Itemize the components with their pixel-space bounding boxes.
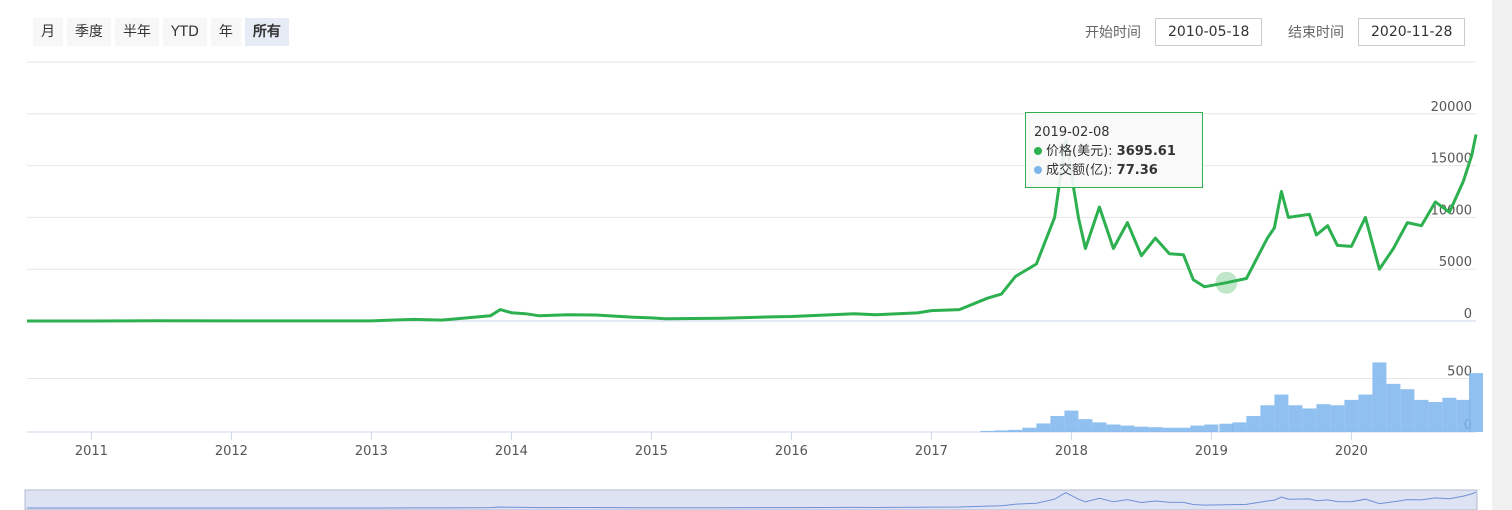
- tooltip-row: 成交额(亿): 77.36: [1034, 161, 1194, 180]
- x-tick-label: 2019: [1195, 444, 1228, 459]
- tooltip-value: 3695.61: [1116, 144, 1176, 159]
- start-date[interactable]: 2010-05-18: [1155, 18, 1263, 46]
- volume-bar: [994, 430, 1009, 432]
- y-tick-label: 0: [1464, 307, 1472, 322]
- volume-bar: [1456, 399, 1471, 432]
- volume-bar: [1162, 427, 1177, 432]
- start-label: 开始时间: [1085, 25, 1141, 41]
- tooltip-name: 价格(美元): [1046, 144, 1109, 159]
- price-line: [27, 134, 1478, 323]
- volume-bar: [1106, 424, 1121, 432]
- volume-bar: [1204, 424, 1219, 432]
- tooltip-row: 价格(美元): 3695.61: [1034, 142, 1194, 161]
- tooltip-date: 2019-02-08: [1034, 125, 1110, 140]
- range-buttons: 月季度 半年 YTD 年所有: [33, 18, 289, 46]
- volume-bar: [1288, 405, 1303, 432]
- volume-bar: [1316, 404, 1331, 432]
- range-button[interactable]: 月: [33, 18, 63, 46]
- y-tick-label: 15000: [1431, 152, 1472, 167]
- x-tick-label: 2015: [635, 444, 668, 459]
- end-date[interactable]: 2020-11-28: [1358, 18, 1466, 46]
- volume-bar: [1344, 399, 1359, 432]
- range-button[interactable]: 所有: [244, 18, 289, 46]
- volume-bar: [1386, 383, 1401, 432]
- volume-bar: [1442, 397, 1457, 432]
- x-tick-label: 2012: [215, 444, 248, 459]
- volume-bar: [1190, 425, 1205, 432]
- volume-bar: [1078, 419, 1093, 432]
- y2-tick-label: 500: [1447, 365, 1472, 380]
- x-tick-label: 2018: [1055, 444, 1088, 459]
- x-tick-label: 2017: [915, 444, 948, 459]
- volume-bar: [1372, 362, 1387, 432]
- x-tick-label: 2014: [495, 444, 528, 459]
- volume-bar: [1148, 427, 1163, 432]
- volume-bar: [1400, 389, 1415, 432]
- volume-bar: [1246, 415, 1261, 432]
- volume-bar: [1274, 394, 1289, 432]
- volume-bar: [1302, 408, 1317, 432]
- x-tick-label: 2013: [355, 444, 388, 459]
- scroll-strip: [1492, 0, 1512, 510]
- x-tick-label: 2020: [1335, 444, 1368, 459]
- y-tick-label: 5000: [1439, 255, 1472, 270]
- volume-bar: [1050, 415, 1065, 432]
- volume-bar: [1414, 399, 1429, 432]
- volume-bar: [1358, 394, 1373, 432]
- volume-bar: [1036, 423, 1051, 432]
- volume-bar: [1219, 423, 1234, 432]
- volume-bar: [1092, 422, 1107, 432]
- y-tick-label: 20000: [1431, 100, 1472, 115]
- volume-bar: [1260, 405, 1275, 432]
- volume-bar: [1064, 410, 1079, 432]
- volume-bar: [1232, 422, 1247, 432]
- volume-bar: [1176, 427, 1191, 432]
- tooltip: 2019-02-08 价格(美元): 3695.61 成交额(亿): 77.36: [1025, 112, 1203, 188]
- tooltip-value: 77.36: [1116, 163, 1158, 178]
- x-tick-label: 2011: [75, 444, 108, 459]
- volume-bar: [1022, 427, 1037, 432]
- volume-bar: [1120, 425, 1135, 432]
- range-button[interactable]: 季度: [67, 18, 111, 46]
- volume-bar: [1469, 373, 1483, 432]
- range-button[interactable]: 年: [210, 18, 241, 46]
- volume-bar: [1134, 426, 1149, 432]
- navigator-line: [27, 491, 1477, 509]
- volume-bar: [1008, 429, 1023, 432]
- navigator[interactable]: [24, 489, 1478, 510]
- range-button[interactable]: YTD: [163, 18, 207, 46]
- volume-bar: [1330, 405, 1345, 432]
- end-label: 结束时间: [1288, 25, 1344, 41]
- x-tick-label: 2016: [775, 444, 808, 459]
- range-button[interactable]: 半年: [115, 18, 159, 46]
- volume-bar: [980, 430, 995, 432]
- tooltip-name: 成交额(亿): [1046, 163, 1109, 178]
- volume-bar: [1428, 402, 1443, 432]
- hover-marker: [1215, 271, 1238, 294]
